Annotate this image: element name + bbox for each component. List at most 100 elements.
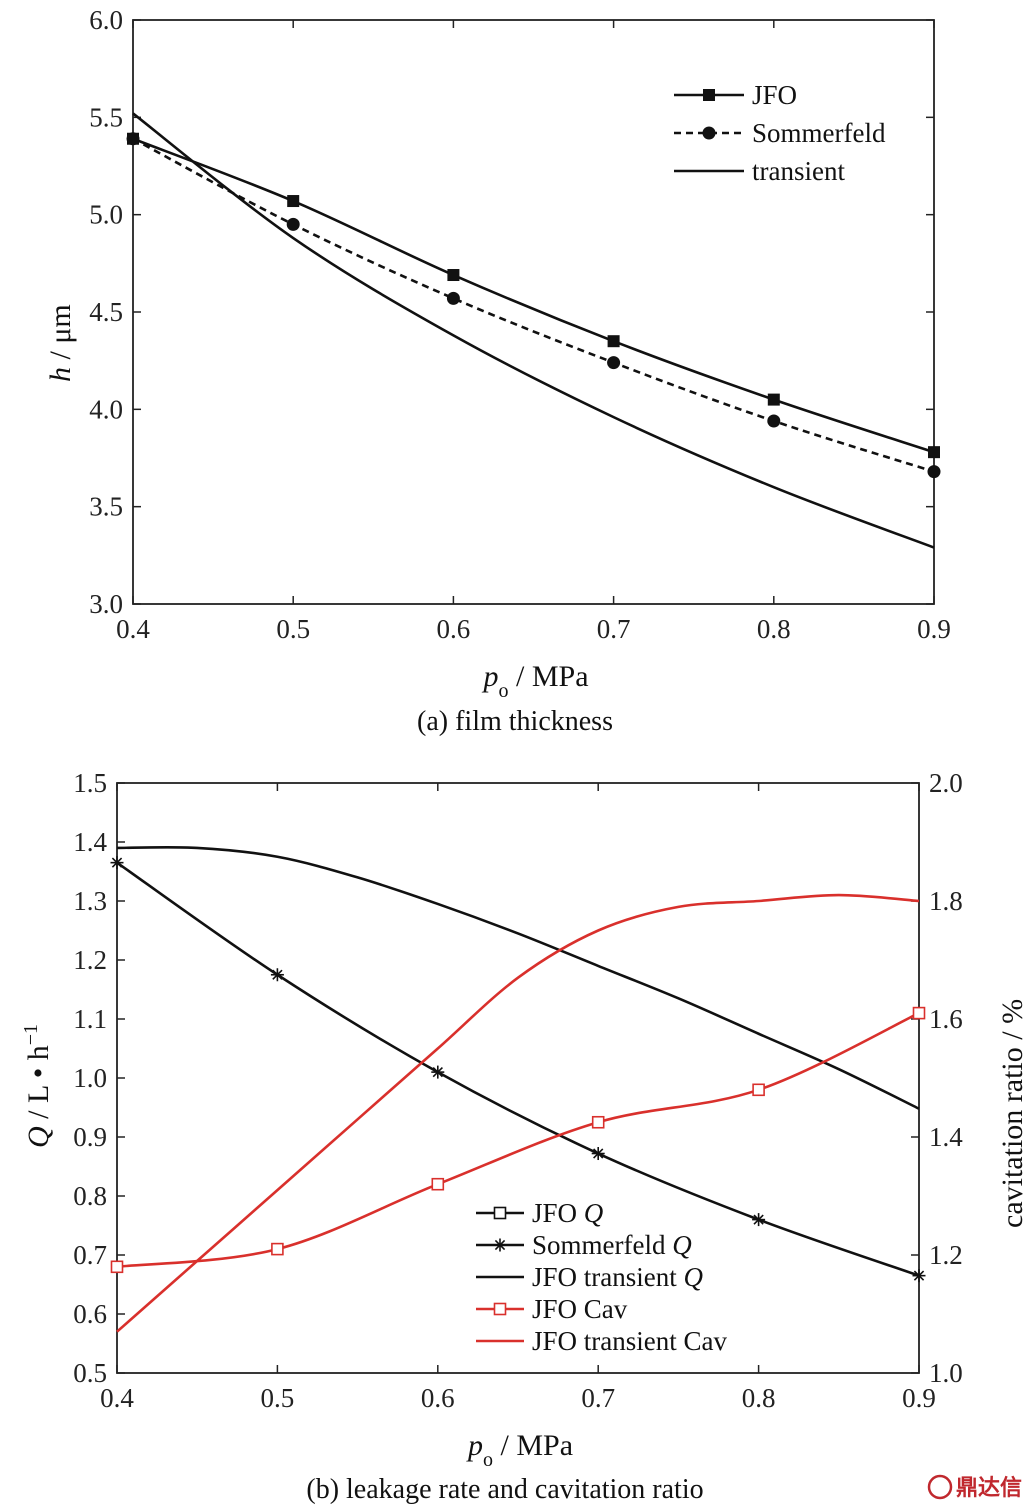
y-tick-label: 1.0 xyxy=(73,1063,107,1093)
data-point xyxy=(928,446,940,459)
data-point xyxy=(431,1065,445,1079)
data-point xyxy=(767,393,780,406)
x-tick-label: 0.5 xyxy=(261,1383,295,1413)
x-tick-label: 0.4 xyxy=(116,614,150,644)
x-tick-label: 0.7 xyxy=(597,614,631,644)
data-point xyxy=(591,1147,605,1161)
data-point xyxy=(110,856,124,870)
data-point xyxy=(446,291,460,305)
series-line xyxy=(116,861,920,1277)
series-transient xyxy=(132,112,935,549)
y-tick-label: 0.7 xyxy=(73,1240,107,1270)
y-axis-title: h / μm xyxy=(44,304,77,382)
x-tick-label: 0.9 xyxy=(902,1383,936,1413)
y-tick-label: 1.5 xyxy=(73,768,107,798)
x-tick-label: 0.5 xyxy=(276,614,310,644)
y2-tick-label: 1.2 xyxy=(929,1240,963,1270)
series-line xyxy=(116,1011,920,1269)
x-axis-title: po / MPa xyxy=(466,1429,573,1471)
series-line xyxy=(116,893,920,1333)
x-tick-label: 0.9 xyxy=(917,614,951,644)
legend-label: Sommerfeld xyxy=(752,118,886,148)
y-tick-label: 1.2 xyxy=(73,945,107,975)
data-point xyxy=(271,1242,284,1256)
y-tick-label: 3.5 xyxy=(89,492,123,522)
series-line xyxy=(132,112,935,549)
chart-caption: (a) film thickness xyxy=(417,706,613,737)
legend-label: JFO xyxy=(752,80,797,110)
data-point xyxy=(270,968,284,982)
data-point xyxy=(447,269,460,282)
data-point xyxy=(110,1260,124,1274)
data-point xyxy=(287,195,300,208)
y-tick-label: 6.0 xyxy=(89,5,123,35)
data-point xyxy=(767,414,781,428)
series-jfo-transient-cav xyxy=(116,893,920,1333)
y2-tick-label: 2.0 xyxy=(929,768,963,798)
data-point xyxy=(607,335,620,348)
data-point xyxy=(912,1006,926,1020)
y-tick-label: 0.9 xyxy=(73,1122,107,1152)
x-tick-label: 0.7 xyxy=(581,1383,615,1413)
series-sommerfeld-q xyxy=(110,856,926,1283)
y-tick-label: 4.5 xyxy=(89,297,123,327)
data-point xyxy=(126,132,140,146)
chart-caption: (b) leakage rate and cavitation ratio xyxy=(306,1474,703,1505)
y-tick-label: 4.0 xyxy=(89,394,123,424)
legend-marker xyxy=(702,126,716,140)
y-tick-label: 3.0 xyxy=(89,589,123,619)
x-tick-label: 0.6 xyxy=(421,1383,455,1413)
watermark-text: 鼎达信 xyxy=(956,1475,1022,1501)
legend-label: JFO transient Cav xyxy=(532,1326,727,1356)
series-line xyxy=(132,137,935,454)
y2-axis-title: cavitation ratio / % xyxy=(996,999,1029,1228)
chart-film-thickness: 0.4 0.5 0.6 0.7 0.8 0.9 3.0 3.5 4.0 4.5 5.0 5.5 6.0 J… xyxy=(44,5,951,737)
y-tick-label: 0.6 xyxy=(73,1299,107,1329)
legend-label: JFO transient Q xyxy=(532,1262,703,1292)
x-tick-label: 0.8 xyxy=(757,614,791,644)
legend-label: JFO Cav xyxy=(532,1294,628,1324)
y-tick-label: 5.5 xyxy=(89,102,123,132)
y2-tick-label: 1.4 xyxy=(929,1122,963,1152)
y-tick-label: 1.1 xyxy=(73,1004,107,1034)
data-point xyxy=(431,1177,445,1191)
plot-frame xyxy=(116,782,920,1374)
y2-tick-label: 1.6 xyxy=(929,1004,963,1034)
legend-marker xyxy=(493,1238,507,1252)
y-tick-label: 1.3 xyxy=(73,886,107,916)
y-tick-label: 5.0 xyxy=(89,200,123,230)
data-point xyxy=(912,1269,926,1283)
data-point xyxy=(752,1213,766,1227)
data-point xyxy=(591,1115,605,1129)
x-tick-label: 0.6 xyxy=(437,614,471,644)
y2-tick-label: 1.8 xyxy=(929,886,963,916)
legend-marker xyxy=(493,1206,507,1220)
x-tick-label: 0.8 xyxy=(742,1383,776,1413)
series-line xyxy=(132,137,935,473)
data-point xyxy=(752,1083,765,1097)
series-line xyxy=(116,845,920,1110)
y-axis-title: Q / L • h−1 xyxy=(20,1024,55,1148)
data-point xyxy=(286,217,300,231)
series-sommerfeld xyxy=(126,132,941,479)
data-point xyxy=(607,356,621,370)
x-axis-title: po / MPa xyxy=(482,660,589,702)
y-tick-label: 1.4 xyxy=(73,827,107,857)
chart-leakage-cavitation: 0.4 0.5 0.6 0.7 0.8 0.90.50.60.70.80.91.01.11… xyxy=(20,768,1029,1505)
legend: JFO Sommerfeld transient xyxy=(674,80,886,186)
legend-label: Sommerfeld Q xyxy=(532,1230,692,1260)
legend-marker xyxy=(493,1302,507,1316)
data-point xyxy=(927,465,941,479)
y2-tick-label: 1.0 xyxy=(929,1358,963,1388)
y-tick-label: 0.5 xyxy=(73,1358,107,1388)
series-jfo-cav xyxy=(110,1006,926,1274)
x-tick-label: 0.4 xyxy=(100,1383,134,1413)
series-jfo-transient-q xyxy=(116,845,920,1110)
plot-frame xyxy=(132,19,935,605)
watermark: 鼎达信 xyxy=(927,1474,1022,1501)
y-tick-label: 0.8 xyxy=(73,1181,107,1211)
legend-label: transient xyxy=(752,156,845,186)
legend-marker xyxy=(703,89,715,101)
